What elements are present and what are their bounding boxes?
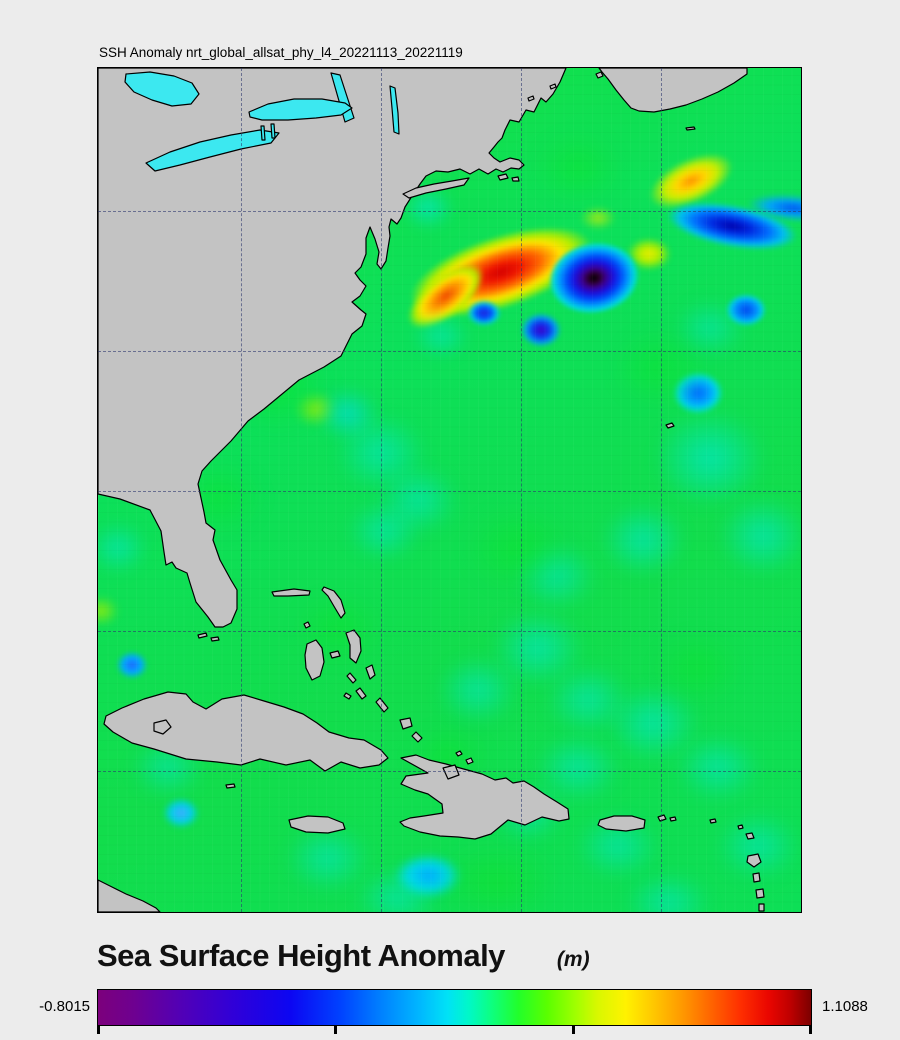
finger-lake-1 (260, 125, 266, 141)
coastline-svg (98, 68, 765, 912)
gridline-vertical (661, 68, 662, 912)
colorbar-tick (334, 1026, 338, 1034)
gridline-horizontal (98, 771, 801, 772)
nova-scotia (598, 68, 748, 113)
variable-name-label: Sea Surface Height Anomaly (97, 938, 505, 973)
st-martin (709, 818, 717, 824)
green-accent (614, 330, 706, 406)
map-canvas (97, 67, 802, 913)
colorbar-tick (97, 1026, 100, 1034)
cold-eddy-small-2 (521, 313, 561, 347)
grand-manan (595, 71, 604, 79)
virgin-islands-2 (669, 816, 677, 822)
units-label: (m) (556, 948, 590, 971)
long-island (402, 177, 470, 199)
cyan-patch (413, 314, 469, 358)
gridline-vertical (381, 68, 382, 912)
new-providence (329, 650, 341, 659)
dominica (752, 872, 761, 883)
grand-bahama (271, 588, 311, 597)
hispaniola (399, 754, 570, 840)
guadeloupe (746, 853, 762, 868)
cyan-patch (356, 868, 440, 912)
cyan-patch (716, 812, 800, 880)
virgin-islands-1 (657, 814, 667, 822)
exuma-1 (346, 672, 357, 684)
cold-eddy-gulf (116, 651, 148, 679)
colorbar-min-label: -0.8015 (39, 998, 90, 1015)
lake-ontario (248, 98, 353, 121)
cyan-patch (286, 824, 370, 892)
caicos (455, 750, 463, 757)
andros (304, 639, 325, 681)
puerto-rico (597, 815, 646, 832)
cat-island (365, 664, 376, 680)
warm-smudge-west (580, 206, 616, 230)
cyan-patch (438, 656, 518, 724)
isle-of-youth (153, 719, 172, 735)
barbuda (737, 824, 744, 830)
lake-huron (124, 71, 200, 107)
long-island-bahamas (375, 697, 389, 713)
gridline-horizontal (98, 631, 801, 632)
colorbar-max-label: 1.1088 (822, 998, 868, 1015)
crooked-island (399, 717, 413, 730)
green-accent (656, 634, 740, 702)
mainland-north-america (98, 68, 567, 628)
plot-title: SSH Anomaly nrt_global_allsat_phy_l4_202… (99, 45, 463, 60)
florida-keys-2 (210, 636, 220, 642)
sable-island (685, 126, 696, 131)
colorbar-tick (571, 1026, 575, 1034)
maine-isle-1 (527, 95, 535, 102)
bimini (303, 621, 311, 629)
cyan-patch (98, 522, 148, 574)
st-lucia (758, 903, 765, 912)
ragged-cay (343, 692, 352, 700)
turks (465, 757, 474, 765)
colorbar (97, 989, 812, 1026)
cuba (103, 691, 389, 772)
finger-lake-2 (270, 123, 276, 139)
central-america-corner (98, 879, 161, 912)
nantucket (511, 176, 520, 182)
antigua (745, 832, 755, 840)
cold-eddy-small-1 (467, 300, 501, 326)
jamaica (288, 815, 346, 834)
bermuda (665, 422, 675, 429)
eleuthera (345, 629, 362, 664)
martinique (755, 888, 765, 899)
acklins (411, 731, 423, 743)
warm-patch-gulf-edge (98, 596, 119, 626)
green-accent (466, 506, 570, 590)
great-inagua (442, 764, 460, 780)
marthas-vineyard (497, 173, 509, 181)
florida-keys-1 (197, 632, 208, 639)
green-accent (438, 843, 558, 912)
cyan-patch (676, 734, 760, 802)
gridline-vertical (241, 68, 242, 912)
lake-champlain (389, 85, 400, 135)
maine-isle-2 (549, 83, 557, 90)
gridline-horizontal (98, 211, 801, 212)
gridline-horizontal (98, 491, 801, 492)
colorbar-tick (809, 1026, 812, 1034)
cyan-patch (718, 496, 801, 576)
cayman (225, 783, 236, 789)
footer-title: Sea Surface Height Anomaly (m) (97, 938, 590, 974)
cyan-patch (601, 504, 685, 576)
exuma-2 (355, 687, 367, 700)
green-accent (536, 134, 620, 202)
abaco (321, 586, 346, 619)
cold-smudge-caribbean (163, 798, 199, 828)
cyan-patch (348, 501, 420, 561)
gridline-vertical (521, 68, 522, 912)
gridline-horizontal (98, 351, 801, 352)
